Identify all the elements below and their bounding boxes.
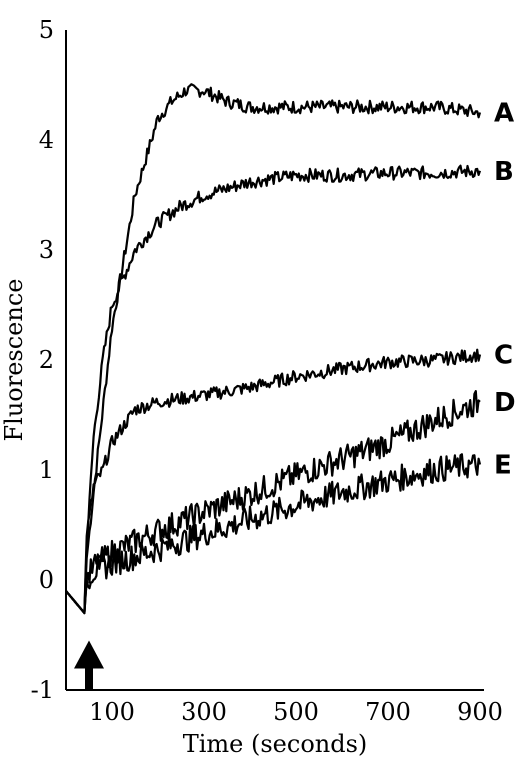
- x-tick-label: 700: [365, 698, 411, 726]
- x-axis-title: Time (seconds): [183, 730, 368, 758]
- arrow-shaft: [85, 664, 93, 690]
- y-tick-label: 3: [39, 236, 54, 264]
- y-ticks: -1 0 1 2 3 4 5: [31, 16, 54, 704]
- x-tick-label: 100: [89, 698, 135, 726]
- y-tick-label: 1: [39, 456, 54, 484]
- series-line-d: [65, 390, 481, 615]
- series-group: [65, 83, 482, 615]
- series-line-e: [65, 453, 482, 615]
- x-tick-label: 500: [273, 698, 319, 726]
- x-tick-label: 300: [181, 698, 227, 726]
- series-label-b: B: [494, 157, 514, 187]
- y-tick-label: 2: [39, 346, 54, 374]
- x-tick-label: 900: [457, 698, 503, 726]
- y-tick-label: -1: [31, 676, 54, 704]
- y-axis-title: Fluorescence: [0, 279, 28, 442]
- y-tick-label: 5: [39, 16, 54, 44]
- y-tick-label: 4: [39, 126, 54, 154]
- plot-area: -1 0 1 2 3 4 5 100 300 500 700 900 AB CD E: [31, 16, 516, 726]
- annotation-group: [74, 640, 104, 690]
- series-label-c: C: [494, 341, 513, 371]
- series-label-e: E: [494, 451, 512, 481]
- x-ticks: 100 300 500 700 900: [89, 698, 503, 726]
- arrow-head-icon: [74, 640, 104, 669]
- series-line-c: [65, 348, 482, 615]
- series-label-d: D: [494, 388, 516, 418]
- series-line-a: [65, 83, 482, 615]
- series-line-b: [65, 164, 482, 615]
- series-label-a: A: [494, 99, 514, 129]
- y-tick-label: 0: [39, 566, 54, 594]
- series-labels: AB CD E: [494, 99, 516, 481]
